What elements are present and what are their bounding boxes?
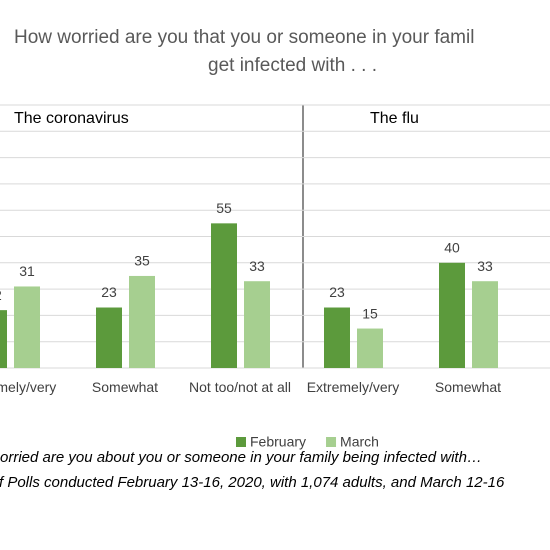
bar bbox=[0, 310, 7, 368]
x-tick-label: Extremely/very bbox=[306, 379, 400, 395]
panel-title: The flu bbox=[370, 110, 419, 127]
data-label: 55 bbox=[216, 200, 232, 216]
bar bbox=[439, 262, 465, 368]
footnote: f Polls conducted February 13-16, 2020, … bbox=[0, 474, 505, 491]
panel-title: The coronavirus bbox=[14, 110, 129, 127]
data-label: 40 bbox=[444, 240, 460, 256]
x-label-box: Somewhat bbox=[434, 379, 502, 395]
data-label: 33 bbox=[249, 258, 265, 274]
x-tick-label: Extremely/very bbox=[0, 379, 57, 395]
legend-swatch bbox=[326, 437, 337, 447]
chart-title: get infected with . . . bbox=[208, 55, 377, 76]
data-label: 23 bbox=[329, 284, 345, 300]
footnote: orried are you about you or someone in y… bbox=[0, 449, 482, 466]
x-label-box: Not too/not at all bbox=[189, 379, 291, 395]
x-tick-label: No bbox=[523, 379, 550, 396]
x-tick-label: Somewhat bbox=[91, 379, 159, 395]
x-label-box: No bbox=[523, 379, 550, 419]
data-label: 33 bbox=[477, 258, 493, 274]
data-label: 15 bbox=[362, 305, 378, 321]
x-tick-label: Not too/not at all bbox=[189, 379, 291, 395]
x-label-box: Extremely/very bbox=[0, 379, 57, 395]
bar bbox=[129, 275, 155, 368]
bar bbox=[211, 223, 237, 368]
x-label-box: Somewhat bbox=[91, 379, 159, 395]
bar bbox=[14, 286, 40, 368]
bar bbox=[324, 307, 350, 368]
legend-swatch bbox=[236, 437, 246, 447]
bar bbox=[244, 281, 270, 368]
data-label: 22 bbox=[0, 287, 2, 303]
bar bbox=[472, 281, 498, 368]
bar bbox=[96, 307, 122, 368]
data-label: 31 bbox=[19, 263, 35, 279]
x-label-box: Extremely/very bbox=[306, 379, 400, 395]
chart-title: How worried are you that you or someone … bbox=[14, 27, 474, 48]
x-tick-label: Somewhat bbox=[434, 379, 502, 395]
legend-label: March bbox=[340, 434, 379, 450]
legend-label: February bbox=[250, 434, 306, 450]
data-label: 23 bbox=[101, 284, 117, 300]
bar bbox=[357, 328, 383, 368]
data-label: 35 bbox=[134, 253, 150, 269]
